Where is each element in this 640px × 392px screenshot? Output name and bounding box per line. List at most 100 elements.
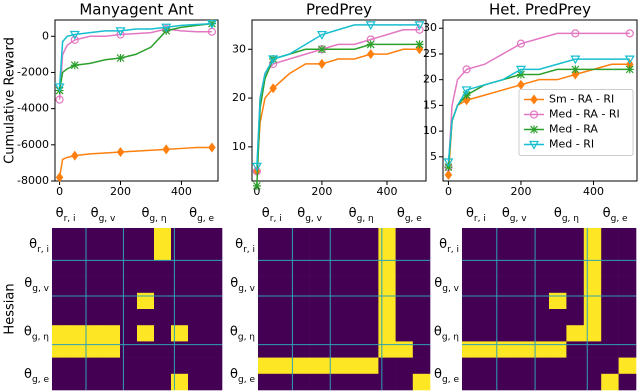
x-tick-label: θg, η	[349, 206, 374, 224]
marker	[444, 169, 453, 180]
heatmap-cell	[69, 276, 87, 294]
heatmap-cell	[120, 244, 138, 261]
y-tick-label: -4000	[17, 102, 49, 115]
heatmap-cell	[531, 244, 550, 261]
heatmap-cell	[361, 244, 379, 261]
heatmap-cell	[137, 260, 155, 277]
heatmap-cell	[395, 228, 414, 245]
legend-label: Med - RA	[549, 123, 598, 136]
heatmap-cell	[171, 373, 189, 391]
marker	[571, 29, 580, 38]
heatmap-cell	[52, 244, 70, 261]
heatmap-cell	[154, 357, 172, 375]
heatmap-cell	[412, 260, 431, 277]
legend-marker	[530, 125, 538, 134]
y-tick-label: θg, v	[434, 276, 459, 294]
legend-label: Med - RA - RI	[549, 108, 620, 121]
marker	[54, 83, 65, 93]
heatmap-cell	[496, 292, 515, 310]
heatmap-cell	[86, 228, 104, 245]
heatmap-cell	[326, 341, 345, 358]
x-tick-label: θr, i	[56, 206, 76, 224]
heatmap-cell	[395, 309, 414, 326]
heatmap-cell	[479, 325, 498, 342]
marker	[268, 55, 279, 65]
subscript: g, v	[510, 214, 527, 224]
y-tick-label: 5	[430, 150, 437, 163]
heatmap-cell	[412, 341, 431, 358]
x-tick-label: θg, v	[297, 206, 322, 224]
marker	[625, 29, 634, 38]
heatmap-cell	[583, 260, 602, 277]
heatmap-cell	[549, 309, 567, 326]
heatmap-cell	[412, 325, 431, 342]
marker	[316, 31, 327, 40]
heatmap-cell	[292, 373, 310, 391]
subscript: g, η	[357, 214, 374, 224]
heatmap-cell	[154, 260, 172, 277]
heatmap-cell	[171, 325, 189, 342]
heatmap-cell	[309, 244, 328, 261]
marker	[571, 69, 580, 80]
heatmap-cell	[601, 260, 619, 277]
heatmap-cell	[120, 292, 138, 310]
symbol: θ	[24, 366, 32, 381]
subscript: g, e	[611, 214, 628, 224]
heatmap-cell	[496, 244, 515, 261]
heatmap-cell	[566, 357, 585, 375]
heatmap-cell	[496, 260, 515, 277]
heatmap-cell	[344, 309, 362, 326]
heatmap-cell	[395, 341, 414, 358]
heatmap-cell	[188, 244, 206, 261]
heatmap-cell	[378, 260, 396, 277]
heatmap-cell	[275, 228, 293, 245]
heatmap-cell	[120, 276, 138, 294]
heatmap-cell	[309, 325, 328, 342]
heatmap-cell	[566, 325, 585, 342]
symbol: θ	[24, 324, 32, 339]
heatmap-cell	[205, 276, 223, 294]
heatmap-cell	[309, 309, 328, 326]
heatmap-cell	[496, 276, 515, 294]
marker	[251, 162, 262, 172]
heatmap-cell	[601, 373, 619, 391]
heatmap-cell	[514, 276, 532, 294]
marker	[269, 83, 277, 94]
heatmap-cell	[496, 228, 515, 245]
subscript: g, e	[32, 374, 49, 384]
heatmap-cell	[309, 228, 328, 245]
heatmap-cell	[275, 357, 293, 375]
y-tick-label: 20	[232, 91, 246, 104]
symbol: θ	[434, 276, 442, 291]
heatmap-cell	[120, 341, 138, 358]
y-axis-label: Hessian	[3, 283, 18, 334]
x-tick-label: θg, v	[502, 206, 527, 224]
heatmap-cell	[86, 292, 104, 310]
heatmap-cell	[52, 292, 70, 310]
symbol: θ	[56, 206, 64, 221]
heatmap-cell	[583, 228, 602, 245]
heatmap-cell	[618, 276, 637, 294]
heatmap-cell	[52, 276, 70, 294]
y-tick-label: θg, η	[434, 324, 459, 342]
marker	[70, 35, 79, 44]
heatmap-cell	[378, 341, 396, 358]
heatmap-cell	[479, 292, 498, 310]
heatmap-cell	[205, 292, 223, 310]
heatmap-cell	[103, 244, 121, 261]
heatmap-cell	[618, 244, 637, 261]
heatmap-cell	[309, 260, 328, 277]
subscript: r, i	[474, 214, 486, 224]
y-tick-label: θg, e	[230, 366, 255, 384]
heatmap-cell	[378, 244, 396, 261]
heatmap-cell	[618, 292, 637, 310]
heatmap-cell	[120, 228, 138, 245]
x-tick-label: θr, i	[466, 206, 486, 224]
series-line	[58, 22, 212, 87]
heatmap-cell	[462, 357, 480, 375]
heatmap-cell	[395, 292, 414, 310]
subscript: g, η	[442, 332, 459, 342]
subscript: g, η	[562, 214, 579, 224]
heatmap-cell	[154, 228, 172, 245]
